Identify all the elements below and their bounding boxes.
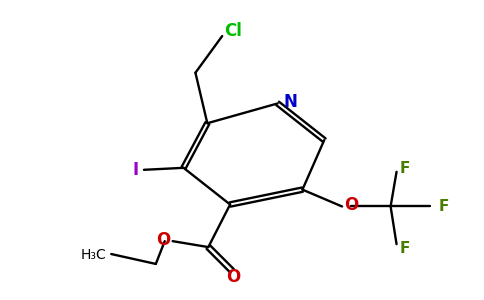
Text: I: I (133, 161, 139, 179)
Text: N: N (284, 93, 298, 111)
Text: F: F (399, 161, 410, 176)
Text: O: O (156, 231, 171, 249)
Text: F: F (438, 199, 449, 214)
Text: F: F (399, 241, 410, 256)
Text: O: O (344, 196, 358, 214)
Text: H₃C: H₃C (80, 248, 106, 262)
Text: Cl: Cl (224, 22, 242, 40)
Text: O: O (226, 268, 240, 286)
